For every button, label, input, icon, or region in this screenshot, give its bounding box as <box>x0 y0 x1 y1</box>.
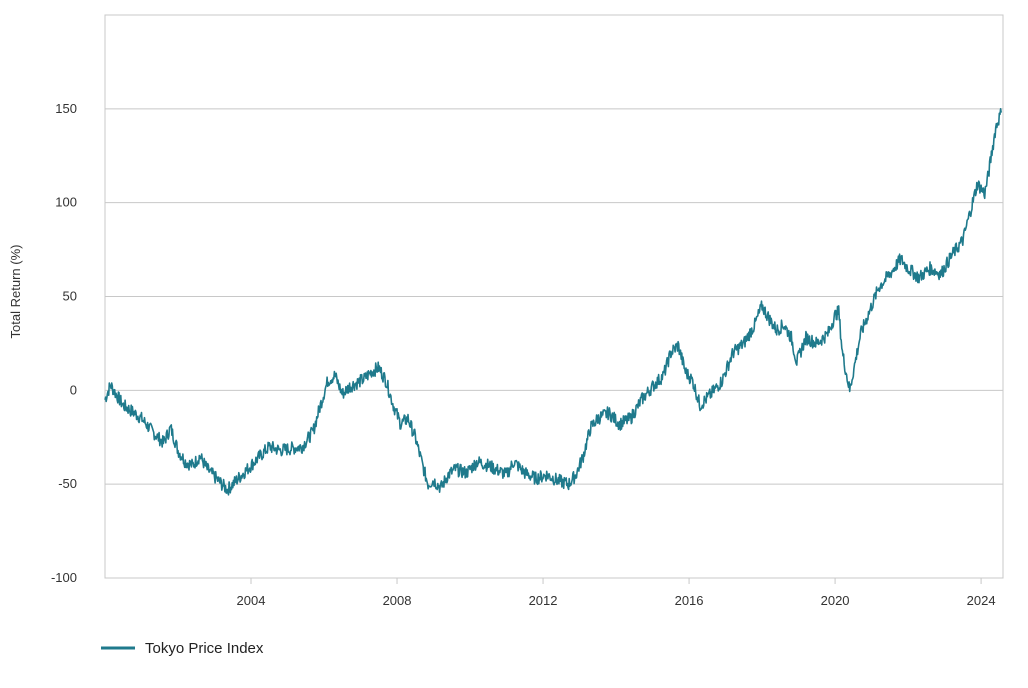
y-tick-label: -100 <box>51 570 77 585</box>
x-axis-ticks: 2004 2008 2012 2016 2020 2024 <box>237 578 996 608</box>
x-tick-label: 2016 <box>675 593 704 608</box>
y-tick-label: 150 <box>55 101 77 116</box>
plot-frame <box>104 14 1004 579</box>
y-tick-label: 50 <box>63 289 77 304</box>
legend: Tokyo Price Index <box>101 640 264 657</box>
x-tick-label: 2004 <box>237 593 266 608</box>
series-line <box>104 108 1002 496</box>
x-tick-label: 2024 <box>967 593 996 608</box>
gridlines <box>105 108 1003 579</box>
legend-label: Tokyo Price Index <box>145 640 264 657</box>
y-axis-ticks: -100 -50 0 50 100 150 <box>51 101 77 585</box>
y-axis-title: Total Return (%) <box>8 245 23 339</box>
x-tick-label: 2012 <box>529 593 558 608</box>
y-tick-label: -50 <box>58 476 77 491</box>
series-lines <box>104 108 1002 496</box>
x-tick-label: 2020 <box>821 593 850 608</box>
y-tick-label: 0 <box>70 382 77 397</box>
y-tick-label: 100 <box>55 195 77 210</box>
x-tick-label: 2008 <box>383 593 412 608</box>
